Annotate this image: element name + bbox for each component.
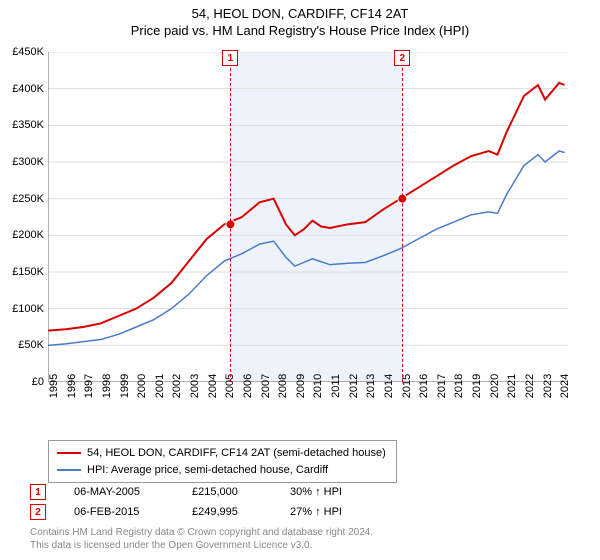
legend-label: 54, HEOL DON, CARDIFF, CF14 2AT (semi-de…	[87, 445, 386, 462]
root: 54, HEOL DON, CARDIFF, CF14 2AT Price pa…	[0, 0, 600, 560]
sale-date: 06-FEB-2015	[74, 506, 164, 518]
chart-svg	[48, 52, 568, 382]
sale-price: £249,995	[192, 506, 262, 518]
chart-flag-line	[230, 68, 231, 382]
legend: 54, HEOL DON, CARDIFF, CF14 2AT (semi-de…	[48, 440, 397, 483]
chart-flag-line	[402, 68, 403, 382]
x-tick-label: 2004	[207, 374, 219, 398]
x-tick-label: 2009	[295, 374, 307, 398]
y-tick-label: £350K	[12, 119, 44, 131]
x-tick-label: 2016	[418, 374, 430, 398]
y-tick-label: £300K	[12, 156, 44, 168]
sale-marker: 1	[30, 484, 46, 500]
title-address: 54, HEOL DON, CARDIFF, CF14 2AT	[0, 6, 600, 21]
y-tick-label: £400K	[12, 83, 44, 95]
y-tick-label: £450K	[12, 46, 44, 58]
x-tick-label: 2011	[330, 374, 342, 398]
x-tick-label: 2022	[524, 374, 536, 398]
title-subtitle: Price paid vs. HM Land Registry's House …	[0, 23, 600, 38]
sale-row: 2 06-FEB-2015 £249,995 27% ↑ HPI	[30, 504, 370, 520]
sale-date: 06-MAY-2005	[74, 486, 164, 498]
x-tick-label: 2013	[365, 374, 377, 398]
x-tick-label: 2018	[453, 374, 465, 398]
chart-flag-1: 1	[222, 50, 238, 66]
legend-item: 54, HEOL DON, CARDIFF, CF14 2AT (semi-de…	[57, 445, 386, 462]
x-tick-label: 2019	[471, 374, 483, 398]
x-tick-label: 2014	[383, 374, 395, 398]
x-tick-label: 2021	[506, 374, 518, 398]
x-tick-label: 2003	[189, 374, 201, 398]
x-tick-label: 1996	[66, 374, 78, 398]
titles-block: 54, HEOL DON, CARDIFF, CF14 2AT Price pa…	[0, 0, 600, 38]
x-tick-label: 1995	[48, 374, 60, 398]
legend-item: HPI: Average price, semi-detached house,…	[57, 462, 386, 479]
sale-hpi: 27% ↑ HPI	[290, 506, 370, 518]
legend-label: HPI: Average price, semi-detached house,…	[87, 462, 328, 479]
sale-row: 1 06-MAY-2005 £215,000 30% ↑ HPI	[30, 484, 370, 500]
y-tick-label: £0	[32, 376, 44, 388]
x-tick-label: 1997	[83, 374, 95, 398]
y-tick-label: £150K	[12, 266, 44, 278]
x-tick-label: 2002	[171, 374, 183, 398]
sale-marker: 2	[30, 504, 46, 520]
footer-line2: This data is licensed under the Open Gov…	[30, 539, 373, 552]
y-tick-label: £200K	[12, 229, 44, 241]
footer-attribution: Contains HM Land Registry data © Crown c…	[30, 526, 373, 552]
legend-swatch	[57, 452, 81, 454]
x-tick-label: 2007	[260, 374, 272, 398]
x-tick-label: 2008	[277, 374, 289, 398]
x-tick-label: 2020	[489, 374, 501, 398]
sales-table: 1 06-MAY-2005 £215,000 30% ↑ HPI 2 06-FEB-201…	[30, 484, 370, 524]
legend-swatch	[57, 469, 81, 471]
y-tick-label: £250K	[12, 193, 44, 205]
x-tick-label: 2010	[312, 374, 324, 398]
x-tick-label: 1998	[101, 374, 113, 398]
x-tick-label: 2024	[559, 374, 571, 398]
x-tick-label: 2001	[154, 374, 166, 398]
x-tick-label: 2012	[348, 374, 360, 398]
chart-plot: £0£50K£100K£150K£200K£250K£300K£350K£400…	[48, 52, 568, 382]
y-tick-label: £50K	[18, 339, 44, 351]
y-tick-label: £100K	[12, 303, 44, 315]
footer-line1: Contains HM Land Registry data © Crown c…	[30, 526, 373, 539]
sale-hpi: 30% ↑ HPI	[290, 486, 370, 498]
x-tick-label: 2017	[436, 374, 448, 398]
x-tick-label: 1999	[119, 374, 131, 398]
x-tick-label: 2006	[242, 374, 254, 398]
sale-price: £215,000	[192, 486, 262, 498]
x-tick-label: 2023	[542, 374, 554, 398]
chart-flag-2: 2	[394, 50, 410, 66]
x-tick-label: 2000	[136, 374, 148, 398]
